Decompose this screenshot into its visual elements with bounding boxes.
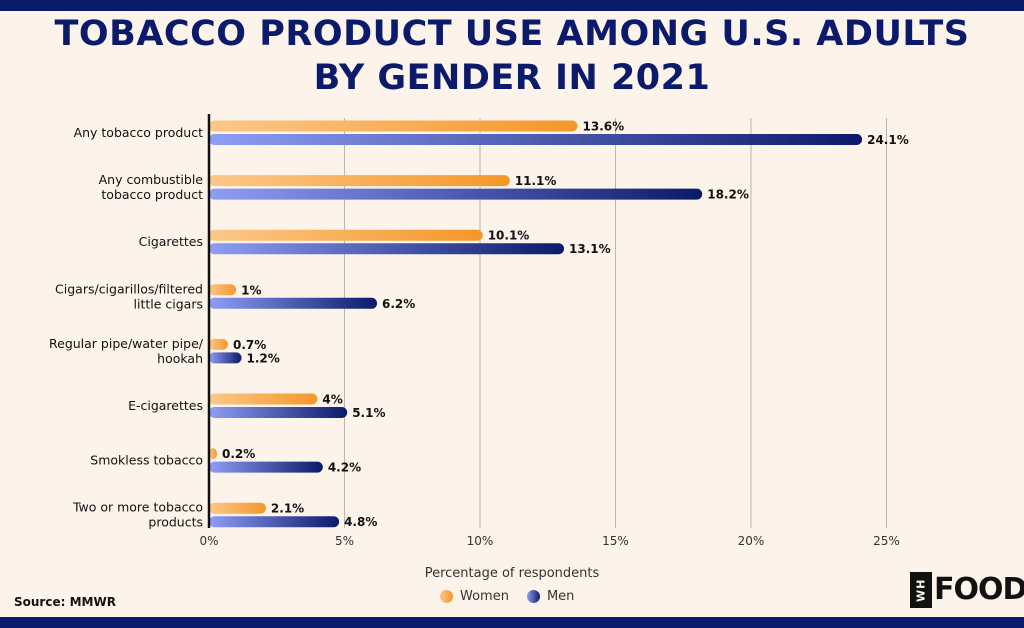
- brand-name: FOODS: [934, 572, 1024, 607]
- brand-logo: WH FOODS: [910, 572, 1024, 608]
- category-label: Any combustible: [99, 172, 204, 187]
- chart-title: TOBACCO PRODUCT USE AMONG U.S. ADULTS BY…: [54, 14, 970, 98]
- bar-women: [209, 284, 237, 296]
- data-label: 0.7%: [233, 338, 266, 352]
- data-label: 1%: [241, 283, 261, 297]
- bar-men: [209, 188, 703, 200]
- data-label: 13.1%: [569, 242, 611, 256]
- bar-men: [209, 516, 340, 528]
- brand-mark: WH: [910, 572, 932, 608]
- bar-men: [209, 461, 323, 473]
- data-label: 2.1%: [271, 502, 304, 516]
- x-tick-label: 25%: [873, 534, 900, 548]
- bottom-bar: [0, 617, 1024, 628]
- x-tick-label: 5%: [335, 534, 354, 548]
- data-label: 24.1%: [867, 133, 909, 147]
- data-label: 10.1%: [488, 229, 530, 243]
- legend-item-women[interactable]: Women: [440, 589, 509, 604]
- legend: Women Men: [440, 589, 574, 604]
- data-label: 11.1%: [515, 174, 557, 188]
- bar-men: [209, 134, 863, 145]
- category-label: Any tobacco product: [74, 125, 204, 140]
- bar-women: [209, 502, 266, 514]
- legend-item-men[interactable]: Men: [526, 589, 575, 604]
- legend-swatch-men: [526, 590, 540, 603]
- category-label: hookah: [157, 351, 203, 366]
- source-note: Source: MMWR: [14, 595, 116, 609]
- x-axis-label: Percentage of respondents: [424, 566, 600, 581]
- category-label: tobacco product: [101, 187, 203, 202]
- bar-men: [209, 243, 565, 255]
- data-label: 18.2%: [707, 188, 749, 202]
- legend-label-men: Men: [546, 589, 575, 604]
- bar-men: [209, 297, 378, 309]
- data-label: 6.2%: [382, 297, 415, 311]
- category-label: Cigarettes: [139, 234, 203, 249]
- data-label: 1.2%: [247, 351, 280, 365]
- category-label: products: [148, 515, 203, 530]
- bar-men: [209, 407, 348, 418]
- category-label: Cigars/cigarillos/filtered: [55, 281, 203, 296]
- data-label: 4.2%: [328, 461, 361, 475]
- top-bar: [0, 0, 1024, 11]
- x-tick-label: 0%: [199, 534, 218, 548]
- data-label: 4.8%: [344, 515, 377, 529]
- category-label: Regular pipe/water pipe/: [49, 336, 204, 351]
- data-label: 4%: [322, 393, 342, 407]
- category-label: Two or more tobacco: [72, 500, 203, 515]
- legend-label-women: Women: [460, 589, 509, 604]
- bar-men: [209, 352, 242, 364]
- category-label: little cigars: [134, 296, 203, 311]
- data-label: 5.1%: [352, 406, 385, 420]
- data-label: 0.2%: [222, 447, 255, 461]
- data-label: 13.6%: [583, 120, 625, 134]
- bar-women: [209, 338, 228, 350]
- x-tick-label: 10%: [467, 534, 494, 548]
- bar-women: [209, 448, 217, 460]
- bar-women: [209, 229, 483, 241]
- bar-women: [209, 120, 578, 132]
- category-label: Smokless tobacco: [90, 453, 203, 468]
- bar-women: [209, 175, 510, 187]
- x-tick-label: 20%: [738, 534, 765, 548]
- bar-women: [209, 393, 318, 405]
- legend-swatch-women: [440, 590, 453, 603]
- category-label: E-cigarettes: [128, 398, 203, 413]
- x-tick-label: 15%: [602, 534, 629, 548]
